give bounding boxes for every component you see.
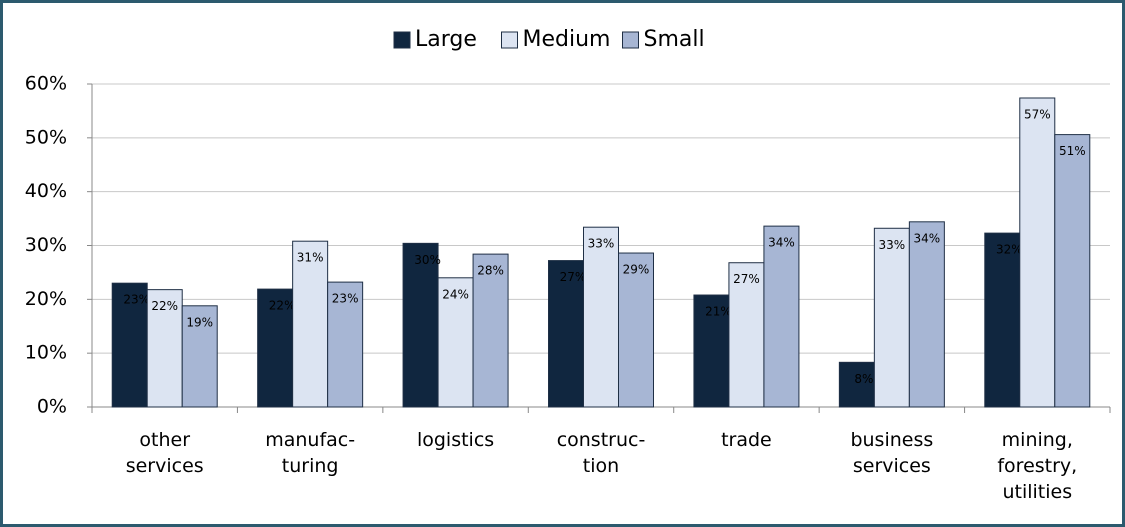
- bar: [873, 227, 910, 408]
- legend-swatch: [501, 31, 518, 49]
- bar: [838, 361, 875, 408]
- data-label: 30%: [414, 253, 441, 267]
- bar: [1019, 97, 1056, 408]
- data-label: 8%: [854, 372, 873, 386]
- y-tick-label: 60%: [25, 73, 67, 95]
- data-label: 34%: [914, 231, 941, 245]
- data-label: 29%: [623, 263, 650, 277]
- data-label: 33%: [588, 237, 615, 251]
- bar: [146, 289, 183, 408]
- data-label: 22%: [151, 299, 178, 313]
- bar: [984, 232, 1021, 408]
- data-label: 33%: [879, 238, 906, 252]
- data-label: 34%: [768, 236, 795, 250]
- bar: [618, 252, 654, 408]
- legend-swatch: [393, 31, 411, 49]
- legend-label: Small: [644, 27, 705, 52]
- data-label: 23%: [332, 292, 359, 306]
- bar: [181, 305, 218, 408]
- bar: [111, 282, 148, 408]
- bar: [763, 225, 800, 408]
- data-label: 27%: [733, 272, 760, 286]
- data-label: 19%: [186, 315, 213, 329]
- bar: [292, 240, 329, 408]
- bar: [472, 253, 509, 408]
- y-tick-label: 50%: [25, 126, 67, 148]
- bar: [327, 281, 364, 408]
- legend-swatch: [622, 31, 639, 49]
- data-label: 32%: [996, 243, 1023, 257]
- x-tick-label: construc-tion: [557, 429, 646, 477]
- data-label: 28%: [477, 264, 504, 278]
- data-label: 57%: [1024, 107, 1051, 121]
- data-label: 24%: [442, 287, 469, 301]
- y-tick-label: 0%: [37, 396, 67, 418]
- bar: [402, 242, 439, 408]
- y-tick-label: 20%: [25, 288, 67, 310]
- y-tick-label: 40%: [25, 180, 67, 202]
- x-tick-label: mining, forestry, utilities: [997, 429, 1077, 503]
- legend-label: Large: [415, 27, 477, 52]
- data-label: 23%: [123, 293, 150, 307]
- y-tick-label: 30%: [25, 234, 67, 256]
- data-label: 51%: [1059, 144, 1086, 158]
- data-label: 22%: [269, 299, 296, 313]
- bar: [693, 294, 730, 408]
- bar: [728, 262, 765, 408]
- legend-label: Medium: [523, 27, 611, 52]
- x-tick-label: trade: [721, 429, 772, 451]
- y-tick-label: 10%: [25, 342, 67, 364]
- x-tick-label: other services: [126, 429, 204, 477]
- bar: [1054, 134, 1091, 408]
- data-label: 21%: [705, 305, 732, 319]
- bar: [548, 260, 584, 408]
- bar: [257, 288, 294, 408]
- data-label: 27%: [560, 270, 587, 284]
- x-tick-label: logistics: [417, 429, 494, 451]
- x-tick-label: business services: [850, 429, 933, 477]
- data-label: 31%: [297, 251, 324, 265]
- bar: [908, 221, 945, 408]
- x-tick-label: manufac-turing: [265, 429, 355, 477]
- bar: [583, 226, 619, 408]
